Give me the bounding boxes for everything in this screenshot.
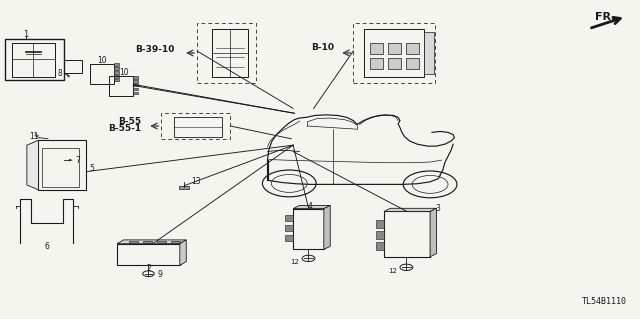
Bar [364,29,424,77]
Bar [114,63,119,66]
Bar [129,241,138,243]
Text: 8: 8 [58,69,62,78]
Polygon shape [27,140,38,190]
Bar [293,209,324,249]
Bar [114,71,119,74]
Text: 11: 11 [29,132,38,141]
Text: 1: 1 [23,30,28,39]
Text: B-55-1: B-55-1 [108,124,141,133]
Text: TL54B1110: TL54B1110 [582,297,627,306]
Bar [133,80,138,83]
Polygon shape [117,240,186,244]
Bar [406,58,419,69]
Bar [384,211,430,257]
Text: 10: 10 [118,68,129,77]
Bar [42,148,79,187]
Polygon shape [69,159,73,161]
Bar [376,220,384,228]
Text: B-10: B-10 [311,43,334,52]
Text: B-55: B-55 [118,117,141,126]
Bar [64,60,82,73]
Bar [38,140,86,190]
Text: FR.: FR. [595,11,616,22]
Text: 2: 2 [146,264,151,273]
Bar [143,241,152,243]
Text: 10: 10 [97,56,107,65]
Bar [114,79,119,81]
Bar [285,235,293,241]
Polygon shape [430,208,436,257]
Bar [157,241,166,243]
Bar [117,244,180,265]
Text: 7: 7 [76,156,81,165]
Bar [90,64,114,84]
Bar [285,215,293,221]
Bar [161,113,230,139]
Bar [388,43,401,54]
Bar [424,32,434,74]
Bar [12,43,55,77]
Bar [212,29,248,77]
Bar [114,75,119,78]
Bar [285,225,293,231]
Polygon shape [180,240,186,265]
Text: 4: 4 [307,202,312,211]
Bar [171,241,180,243]
Bar [174,117,222,137]
Polygon shape [324,205,330,249]
Text: B-39-10: B-39-10 [134,45,174,54]
Bar [179,186,189,189]
Bar [133,88,138,90]
Bar [388,58,401,69]
Text: 6: 6 [44,242,49,251]
Bar [370,43,383,54]
Text: 5: 5 [90,164,95,173]
Bar [406,43,419,54]
Bar [133,92,138,94]
Bar [197,23,256,83]
Bar [114,67,119,70]
Bar [353,23,435,83]
Text: 13: 13 [191,177,200,186]
Bar [370,58,383,69]
Bar [5,39,64,80]
Polygon shape [293,205,330,209]
Polygon shape [384,208,436,211]
Text: 9: 9 [157,271,163,279]
Text: 3: 3 [435,204,440,213]
Bar [133,84,138,86]
Bar [133,76,138,79]
Bar [109,76,133,96]
Bar [376,242,384,250]
Text: 12: 12 [291,259,300,265]
Text: 12: 12 [388,268,397,274]
Bar [376,231,384,239]
